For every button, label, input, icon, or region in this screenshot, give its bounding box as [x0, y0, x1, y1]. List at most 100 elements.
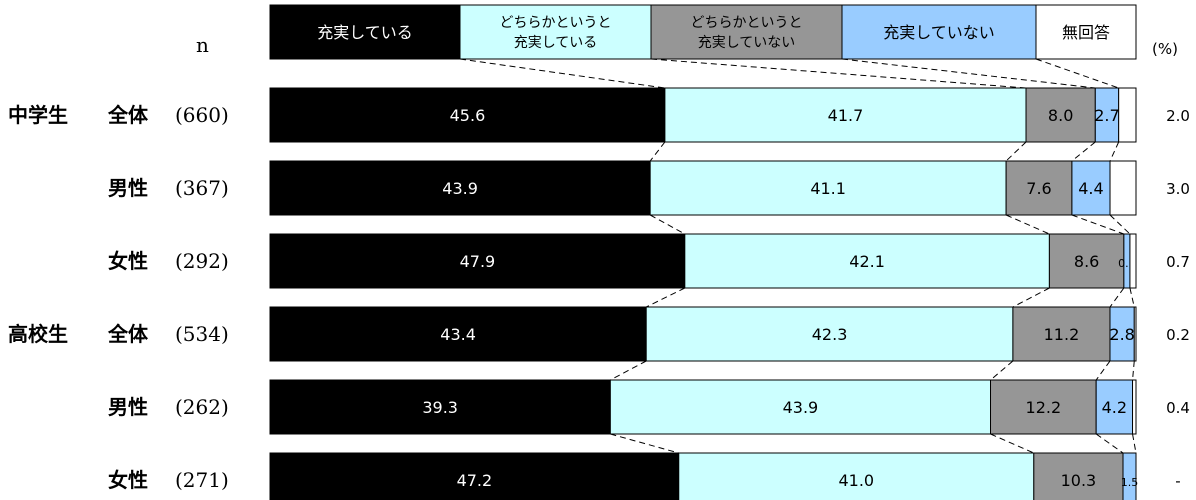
n-value: (534) [175, 322, 229, 346]
bar-segment [649, 160, 1007, 216]
legend-swatch [269, 4, 461, 60]
bar-segment [609, 379, 992, 435]
bar-segment [1095, 379, 1134, 435]
n-value: (262) [175, 395, 229, 419]
legend-swatch [841, 4, 1037, 60]
connector-line [1132, 433, 1137, 454]
row-label: 女性 [108, 468, 148, 492]
connector-line [459, 58, 665, 89]
no-answer-label: 2.0 [1166, 107, 1190, 125]
legend-swatch [1035, 4, 1137, 60]
row-label: 全体 [107, 322, 149, 346]
n-value: (271) [175, 468, 229, 492]
connector-line [1095, 433, 1124, 454]
data-label: 42.3 [812, 325, 848, 344]
legend-label: どちらかというと [691, 15, 803, 31]
connector-line [610, 360, 647, 381]
legend-label: 充実していない [883, 23, 995, 42]
bar-segment [1071, 160, 1111, 216]
connector-line [1109, 214, 1131, 235]
bar-segment [684, 233, 1050, 289]
no-answer-label: 0.2 [1166, 326, 1190, 344]
connector-line [1132, 360, 1135, 381]
legend-label: 無回答 [1062, 23, 1110, 42]
connector-line [1109, 141, 1120, 162]
row-label: 全体 [107, 103, 149, 127]
bar-segment [269, 379, 611, 435]
data-label: 47.2 [457, 471, 493, 490]
no-answer-label: 0.7 [1166, 253, 1190, 271]
legend-swatch [459, 4, 652, 60]
connector-line [1035, 58, 1119, 89]
data-label: 4.2 [1102, 398, 1127, 417]
data-label: 43.9 [783, 398, 819, 417]
connector-line [990, 433, 1035, 454]
data-label: 43.9 [442, 179, 478, 198]
data-label: 4.4 [1078, 179, 1103, 198]
data-label: 1.5 [1121, 476, 1139, 489]
connector-line [1071, 141, 1096, 162]
bar-segment [990, 379, 1097, 435]
bar-segment [1132, 379, 1137, 435]
group-label: 中学生 [8, 103, 68, 127]
connector-line [841, 58, 1096, 89]
connector-line [1095, 360, 1111, 381]
no-answer-label: 3.0 [1166, 180, 1190, 198]
connector-line [1129, 287, 1135, 308]
bar-segment [1109, 160, 1137, 216]
data-label: 41.1 [810, 179, 846, 198]
bar-segment [1033, 452, 1124, 500]
data-label: 2.7 [1094, 106, 1119, 125]
bars: 45.6 41.7 8.0 2.743.9 41.1 7.6 4.447.9 42.1 8.6 0… [269, 87, 1139, 500]
connector-line [1005, 214, 1050, 235]
bar-segment [269, 87, 666, 143]
unit-label: (%) [1152, 40, 1178, 58]
bar-segment [269, 233, 686, 289]
legend-label: 充実している [317, 23, 413, 42]
connector-line [1109, 287, 1125, 308]
bar-segment [1118, 87, 1137, 143]
no-answer-label: 0.4 [1166, 399, 1190, 417]
bar-segment [1012, 306, 1111, 362]
connector-line [1005, 141, 1027, 162]
bar-segment [1122, 452, 1137, 500]
row-label: 男性 [108, 395, 148, 419]
bar-segment [1109, 306, 1135, 362]
data-label: 41.7 [828, 106, 864, 125]
legend-label: 充実していない [698, 35, 796, 51]
data-label: 7.6 [1026, 179, 1051, 198]
connector-line [650, 58, 1027, 89]
legend-label: 充実している [514, 35, 598, 51]
row-label: 男性 [108, 176, 148, 200]
data-label: 47.9 [460, 252, 496, 271]
connector-line [610, 433, 679, 454]
bar-segment [1048, 233, 1125, 289]
bar-segment [269, 160, 651, 216]
data-label: 12.2 [1026, 398, 1062, 417]
connector-line [1071, 214, 1125, 235]
legend-label: どちらかというと [500, 15, 612, 31]
group-label: 高校生 [8, 322, 68, 346]
legend-swatch [650, 4, 843, 60]
data-label: 45.6 [450, 106, 486, 125]
data-label: 41.0 [838, 471, 874, 490]
connector-line [649, 141, 666, 162]
no-answer-values: 2.0 3.0 0.7 0.2 0.4 - [1166, 107, 1190, 490]
bar-segment [1005, 160, 1073, 216]
bar-segment [269, 306, 647, 362]
connector-line [645, 287, 686, 308]
legend: 充実している どちらかというと充実しているどちらかというと充実していない充実してい… [196, 4, 1178, 60]
data-label: 42.1 [849, 252, 885, 271]
n-value: (660) [175, 103, 229, 127]
n-header: n [196, 33, 209, 57]
data-label: 2.8 [1109, 325, 1134, 344]
n-value: (292) [175, 249, 229, 273]
bar-segment [664, 87, 1027, 143]
data-label: 8.6 [1074, 252, 1099, 271]
data-label: 43.4 [440, 325, 476, 344]
row-labels: 中学生 全体 (660)男性 (367)女性 (292)高校生 全体 (534)男性 (262… [8, 103, 229, 492]
bar-segment [1129, 233, 1137, 289]
data-label: 10.3 [1061, 471, 1097, 490]
bar-segment [269, 452, 680, 500]
